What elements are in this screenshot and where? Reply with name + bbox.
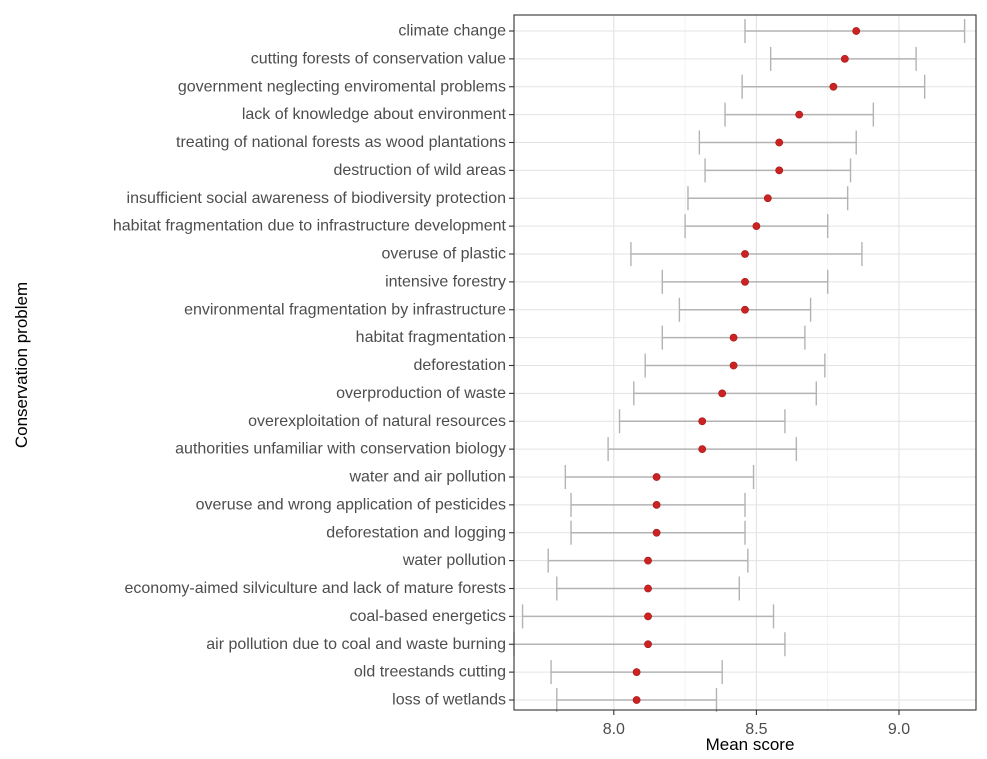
y-tick-label: government neglecting enviromental probl… bbox=[178, 78, 506, 95]
mean-point bbox=[840, 54, 849, 63]
y-tick-label: destruction of wild areas bbox=[333, 162, 506, 179]
y-tick-label: overuse and wrong application of pestici… bbox=[196, 496, 506, 513]
mean-point bbox=[729, 361, 738, 370]
y-tick-labels: climate change cutting forests of conserv… bbox=[113, 23, 514, 709]
mean-point bbox=[775, 166, 784, 175]
y-tick-label: climate change bbox=[398, 23, 506, 40]
y-tick-label: water and air pollution bbox=[348, 469, 506, 486]
mean-point bbox=[644, 556, 652, 565]
y-tick-label: old treestands cutting bbox=[354, 664, 506, 681]
mean-point bbox=[652, 500, 661, 509]
x-tick-label: 9.0 bbox=[888, 721, 910, 738]
mean-point bbox=[644, 612, 652, 621]
mean-point bbox=[741, 277, 749, 286]
y-tick-label: deforestation bbox=[413, 357, 506, 374]
mean-point bbox=[763, 194, 772, 203]
mean-point bbox=[718, 389, 727, 398]
y-tick-label: overuse of plastic bbox=[381, 246, 506, 263]
y-tick-label: habitat fragmentation bbox=[356, 329, 506, 346]
mean-point bbox=[741, 250, 749, 258]
mean-point bbox=[852, 27, 861, 35]
mean-point bbox=[632, 668, 641, 677]
y-tick-label: overproduction of waste bbox=[336, 385, 506, 402]
y-tick-label: deforestation and logging bbox=[326, 524, 506, 541]
mean-point bbox=[795, 110, 804, 119]
mean-point bbox=[752, 222, 761, 231]
mean-point bbox=[829, 82, 838, 91]
mean-point bbox=[698, 445, 707, 454]
plot-panel-border bbox=[513, 14, 977, 711]
point-layer bbox=[632, 27, 861, 704]
x-tick-label: 8.0 bbox=[603, 721, 625, 738]
y-tick-label: air pollution due to coal and waste burn… bbox=[206, 636, 506, 653]
y-tick-label: intensive forestry bbox=[385, 273, 506, 290]
y-tick-label: overexploitation of natural resources bbox=[248, 413, 506, 430]
y-tick-label: authorities unfamiliar with conservation… bbox=[175, 441, 506, 458]
y-tick-label: water pollution bbox=[402, 552, 506, 569]
x-tick-label: 8.5 bbox=[745, 721, 767, 738]
mean-point bbox=[741, 305, 749, 314]
x-tick-labels: 8.0 8.5 9.0 bbox=[603, 710, 910, 738]
grid-layer bbox=[514, 15, 976, 710]
mean-point bbox=[644, 584, 652, 593]
mean-point bbox=[632, 696, 641, 704]
y-axis-title: Conservation problem bbox=[12, 282, 31, 448]
y-tick-label: cutting forests of conservation value bbox=[251, 50, 506, 67]
mean-point bbox=[644, 640, 652, 649]
y-tick-label: environmental fragmentation by infrastru… bbox=[184, 301, 506, 318]
y-tick-label: habitat fragmentation due to infrastruct… bbox=[113, 218, 507, 235]
mean-point bbox=[698, 417, 707, 426]
mean-point bbox=[652, 473, 661, 481]
mean-point bbox=[775, 138, 784, 147]
y-tick-label: lack of knowledge about environment bbox=[242, 106, 507, 123]
y-tick-label: insufficient social awareness of biodive… bbox=[127, 190, 506, 207]
y-tick-label: economy-aimed silviculture and lack of m… bbox=[125, 580, 507, 597]
mean-point bbox=[729, 333, 738, 342]
x-axis-title: Mean score bbox=[706, 735, 795, 754]
y-tick-label: treating of national forests as wood pla… bbox=[176, 134, 506, 151]
mean-point bbox=[652, 528, 661, 537]
y-tick-label: loss of wetlands bbox=[392, 692, 506, 709]
y-tick-label: coal-based energetics bbox=[349, 608, 506, 625]
